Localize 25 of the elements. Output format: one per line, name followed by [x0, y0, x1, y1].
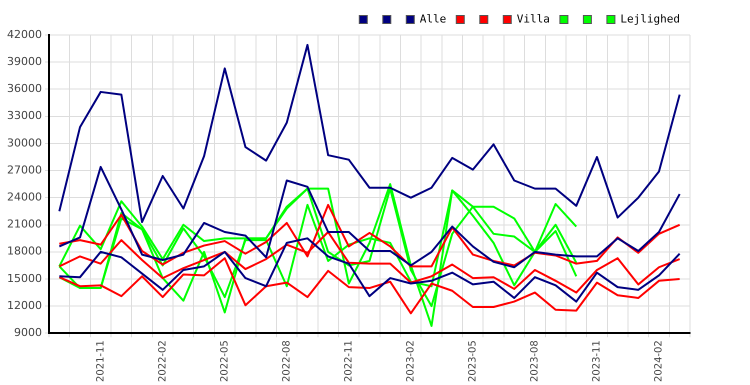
x-tick-label: 2022-11 [343, 340, 354, 382]
x-tick-label: 2023-02 [405, 340, 416, 382]
x-tick-label: 2024-02 [654, 340, 665, 382]
x-tick-label: 2022-08 [281, 340, 292, 382]
y-tick-label: 9000 [14, 326, 42, 340]
legend-label: Alle [420, 12, 446, 26]
y-tick-label: 33000 [6, 109, 42, 122]
x-tick-label: 2023-08 [530, 340, 541, 382]
y-tick-label: 18000 [6, 244, 42, 258]
y-tick-label: 30000 [6, 136, 42, 150]
y-tick-label: 21000 [6, 218, 42, 231]
x-tick-label: 2022-02 [157, 340, 168, 382]
y-tick-label: 39000 [6, 54, 42, 68]
legend-label: Lejlighed [620, 12, 680, 26]
y-tick-label: 12000 [6, 298, 42, 312]
x-tick-label: 2023-11 [592, 340, 603, 382]
x-tick-label: 2022-05 [219, 340, 230, 382]
y-tick-label: 27000 [6, 163, 42, 176]
x-tick-label: 2021-11 [95, 340, 106, 382]
y-tick-label: 24000 [6, 190, 42, 204]
y-tick-label: 36000 [6, 82, 42, 96]
legend-label: Villa [516, 12, 550, 26]
y-tick-label: 15000 [6, 272, 42, 285]
x-tick-label: 2023-05 [467, 340, 478, 382]
y-tick-label: 42000 [6, 28, 42, 41]
